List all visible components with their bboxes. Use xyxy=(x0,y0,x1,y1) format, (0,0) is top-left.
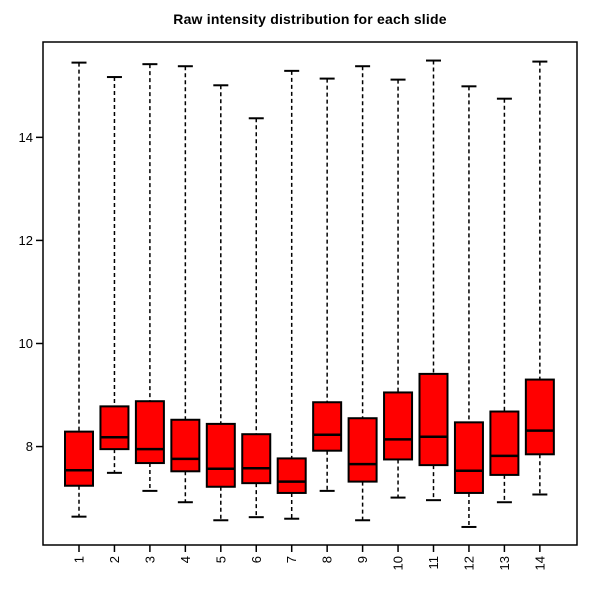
boxplot-slide-9: 9 xyxy=(347,65,378,563)
iqr-box xyxy=(383,391,414,461)
iqr-box xyxy=(241,433,272,485)
iqr-box xyxy=(489,410,520,476)
boxplot-slide-4: 4 xyxy=(170,65,201,563)
boxplot-slide-7: 7 xyxy=(276,69,307,563)
boxplot-slide-10: 10 xyxy=(383,78,414,570)
boxplot-slide-3: 3 xyxy=(134,63,165,563)
iqr-box xyxy=(524,378,555,456)
x-axis-tick-label: 5 xyxy=(213,556,228,563)
iqr-box xyxy=(312,401,343,452)
boxplot-slide-1: 1 xyxy=(64,61,94,563)
boxplot-slide-13: 13 xyxy=(489,97,520,570)
y-axis-tick-label: 14 xyxy=(19,130,33,145)
iqr-box xyxy=(170,418,201,473)
x-axis-tick-label: 14 xyxy=(532,556,547,570)
chart-title: Raw intensity distribution for each slid… xyxy=(173,11,447,27)
x-axis-tick-label: 11 xyxy=(426,556,441,570)
iqr-box xyxy=(347,417,378,483)
y-axis-tick-label: 8 xyxy=(26,439,33,454)
x-axis-tick-label: 8 xyxy=(320,556,335,563)
x-axis-tick-label: 3 xyxy=(142,556,157,563)
boxplot-slide-8: 8 xyxy=(312,77,343,563)
x-axis-tick-label: 6 xyxy=(249,556,264,563)
boxplot-slide-5: 5 xyxy=(205,84,236,563)
iqr-box xyxy=(134,400,165,465)
x-axis-tick-label: 4 xyxy=(178,556,193,563)
x-axis-tick-label: 10 xyxy=(391,556,406,570)
x-axis-tick-label: 9 xyxy=(355,556,370,563)
boxplot-slide-2: 2 xyxy=(99,76,130,563)
iqr-box xyxy=(205,422,236,488)
iqr-box xyxy=(99,405,130,451)
plot-border xyxy=(42,41,578,546)
iqr-box xyxy=(453,421,484,494)
iqr-box xyxy=(276,457,307,494)
y-axis-tick-label: 10 xyxy=(19,336,33,351)
iqr-box xyxy=(418,372,449,467)
x-axis-tick-label: 1 xyxy=(72,556,87,563)
boxplot-slide-6: 6 xyxy=(241,117,272,563)
x-axis-tick-label: 7 xyxy=(284,556,299,563)
boxplot-slide-12: 12 xyxy=(453,85,484,570)
boxplot-slide-14: 14 xyxy=(524,60,555,570)
iqr-box xyxy=(64,430,94,487)
x-axis-tick-label: 13 xyxy=(497,556,512,570)
x-axis-tick-label: 12 xyxy=(461,556,476,570)
x-axis-tick-label: 2 xyxy=(107,556,122,563)
boxplot-slide-11: 11 xyxy=(418,59,449,570)
y-axis-tick-label: 12 xyxy=(19,233,33,248)
